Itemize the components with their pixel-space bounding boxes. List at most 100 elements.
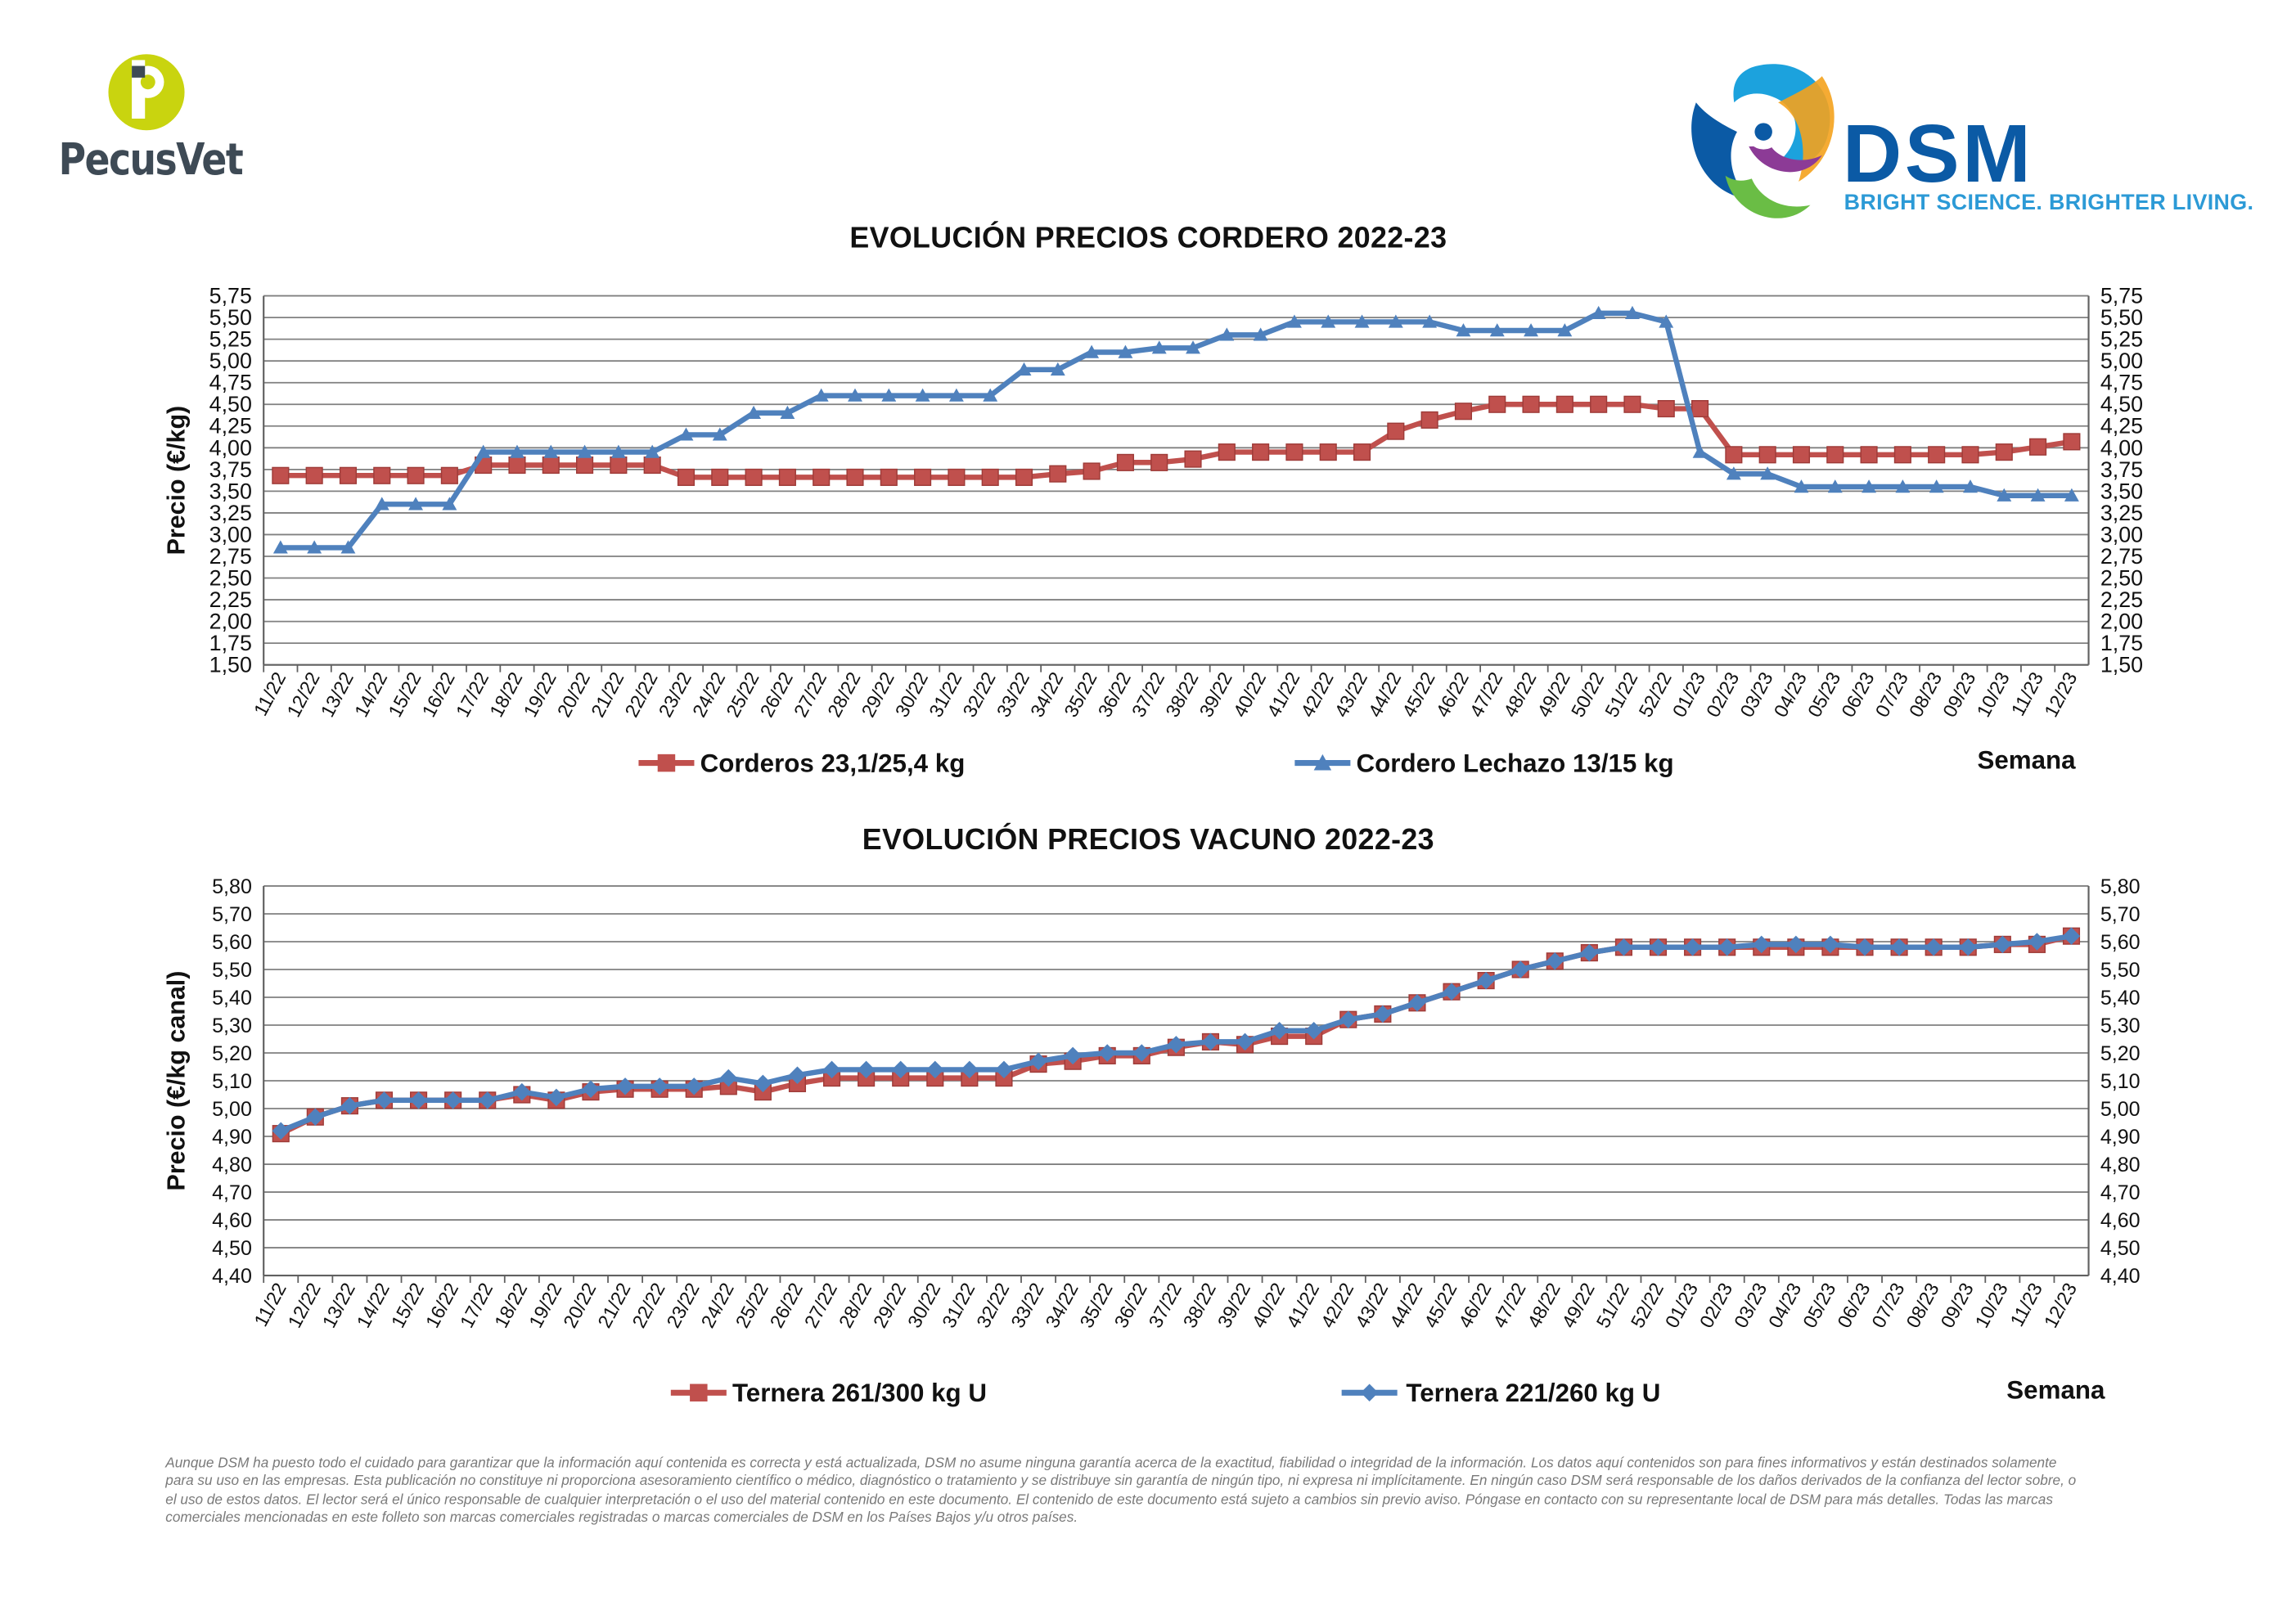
y-tick-label-left: 3,00	[209, 522, 252, 547]
data-point	[272, 540, 288, 554]
x-tick-label: 35/22	[1060, 668, 1101, 721]
y-tick-label-right: 5,50	[2100, 959, 2141, 982]
x-tick-label: 10/23	[1971, 1280, 2012, 1332]
data-point	[1456, 323, 1471, 337]
x-tick-label: 15/22	[384, 668, 425, 721]
data-point	[1132, 1044, 1151, 1062]
x-tick-label: 38/22	[1161, 668, 1202, 721]
data-point	[2064, 488, 2079, 502]
x-tick-label: 14/22	[353, 1280, 394, 1332]
data-point	[1524, 323, 1538, 337]
y-tick-label-left: 4,50	[212, 1237, 252, 1260]
x-tick-label: 26/22	[756, 668, 797, 721]
x-tick-label: 25/22	[732, 1280, 772, 1332]
data-point	[891, 1060, 910, 1079]
y-tick-label-left: 5,25	[209, 327, 252, 352]
data-point	[961, 1060, 979, 1079]
data-point	[1218, 443, 1236, 461]
y-tick-label-right: 4,50	[2100, 392, 2143, 416]
x-tick-label: 24/22	[697, 1280, 738, 1332]
data-point	[1184, 450, 1202, 468]
data-point	[1321, 314, 1336, 328]
x-tick-label: 05/23	[1799, 1280, 1839, 1332]
data-point	[1614, 938, 1633, 956]
data-point	[1929, 479, 1944, 493]
y-tick-label-left: 5,10	[212, 1070, 252, 1093]
x-tick-label: 36/22	[1110, 1280, 1151, 1332]
data-point	[1252, 443, 1270, 461]
x-tick-label: 31/22	[938, 1280, 979, 1332]
data-point	[1760, 466, 1776, 480]
data-point	[510, 444, 524, 458]
x-tick-label: 36/22	[1094, 668, 1135, 721]
y-tick-label-left: 5,30	[212, 1014, 252, 1037]
data-point	[543, 444, 559, 458]
data-point	[1993, 935, 2012, 954]
data-point	[1649, 938, 1668, 956]
x-tick-label: 50/22	[1567, 668, 1608, 721]
data-point	[1388, 314, 1403, 328]
legend-marker-1	[1360, 1383, 1379, 1402]
y-tick-label-right: 4,50	[2100, 1237, 2141, 1260]
x-tick-label: 43/22	[1351, 1280, 1392, 1332]
y-tick-label-right: 5,40	[2100, 987, 2141, 1010]
data-point	[1890, 938, 1908, 956]
x-tick-label: 07/23	[1871, 668, 1912, 721]
y-tick-label-left: 1,75	[209, 631, 252, 655]
x-tick-label: 45/22	[1398, 668, 1438, 721]
chart-vacuno: 4,40 4,40 4,50 4,50 4,60 4,60 4,70 4,70 4,80 4,80…	[163, 875, 2141, 1407]
data-point	[272, 466, 290, 484]
x-tick-label: 19/22	[520, 668, 560, 721]
x-tick-label: 35/22	[1075, 1280, 1116, 1332]
x-tick-label: 47/22	[1488, 1280, 1529, 1332]
data-point	[1098, 1044, 1116, 1062]
data-point	[1454, 403, 1473, 421]
y-tick-label-right: 3,75	[2100, 457, 2143, 482]
x-tick-label: 40/22	[1248, 1280, 1289, 1332]
x-tick-label: 40/22	[1229, 668, 1270, 721]
x-tick-label: 09/23	[1938, 668, 1979, 721]
data-point	[374, 497, 389, 511]
x-tick-label: 22/22	[620, 668, 661, 721]
y-tick-label-left: 4,75	[209, 371, 252, 395]
y-tick-label-right: 1,75	[2100, 631, 2143, 655]
x-tick-label: 29/22	[869, 1280, 910, 1332]
dsm-logo-icon	[1691, 64, 1835, 218]
data-point	[1083, 462, 1101, 480]
x-tick-label: 37/22	[1145, 1280, 1186, 1332]
x-tick-label: 29/22	[858, 668, 898, 721]
y-axis-title: Precio (€/kg canal)	[163, 971, 191, 1191]
data-point	[678, 427, 694, 441]
x-tick-label: 30/22	[903, 1280, 944, 1332]
data-point	[2063, 433, 2081, 451]
y-tick-label-right: 4,00	[2100, 435, 2143, 460]
x-tick-label: 07/23	[1867, 1280, 1908, 1332]
x-tick-label: 39/22	[1195, 668, 1236, 721]
legend-label-1: Cordero Lechazo 13/15 kg	[1357, 749, 1674, 777]
x-tick-label: 13/22	[317, 668, 358, 721]
data-point	[643, 456, 661, 475]
y-tick-label-right: 2,50	[2100, 565, 2143, 590]
data-point	[272, 1122, 290, 1140]
data-point	[880, 468, 898, 486]
y-tick-label-left: 4,50	[209, 392, 252, 416]
x-tick-label: 46/22	[1454, 1280, 1495, 1332]
x-tick-label: 38/22	[1179, 1280, 1220, 1332]
data-point	[1659, 314, 1674, 328]
x-tick-label: 06/23	[1833, 1280, 1874, 1332]
x-tick-label: 34/22	[1026, 668, 1067, 721]
data-point	[651, 1077, 669, 1095]
x-tick-label: 52/22	[1627, 1280, 1668, 1332]
y-tick-label-right: 2,25	[2100, 587, 2143, 612]
y-tick-label-right: 2,00	[2100, 610, 2143, 634]
y-tick-label-left: 4,60	[212, 1209, 252, 1232]
data-point	[788, 1066, 807, 1084]
x-tick-label: 08/23	[1902, 1280, 1943, 1332]
data-point	[1590, 395, 1608, 413]
x-tick-label: 42/22	[1317, 1280, 1357, 1332]
x-axis-title: Semana	[2006, 1375, 2105, 1404]
y-axis-title: Precio (€/kg)	[163, 406, 191, 556]
x-tick-label: 04/23	[1770, 668, 1811, 721]
y-tick-label-right: 4,75	[2100, 371, 2143, 395]
data-point	[1477, 971, 1495, 990]
